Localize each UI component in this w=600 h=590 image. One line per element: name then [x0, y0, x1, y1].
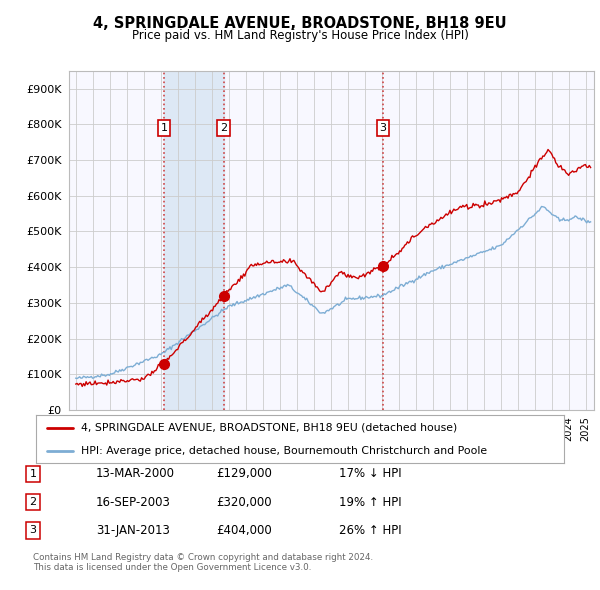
Text: Contains HM Land Registry data © Crown copyright and database right 2024.: Contains HM Land Registry data © Crown c…	[33, 553, 373, 562]
Text: £320,000: £320,000	[216, 496, 272, 509]
Text: HPI: Average price, detached house, Bournemouth Christchurch and Poole: HPI: Average price, detached house, Bour…	[81, 446, 487, 456]
Text: 16-SEP-2003: 16-SEP-2003	[96, 496, 171, 509]
Text: 3: 3	[379, 123, 386, 133]
Bar	[164, 71, 224, 410]
Text: 17% ↓ HPI: 17% ↓ HPI	[339, 467, 401, 480]
Text: 1: 1	[29, 469, 37, 478]
Text: 4, SPRINGDALE AVENUE, BROADSTONE, BH18 9EU (detached house): 4, SPRINGDALE AVENUE, BROADSTONE, BH18 9…	[81, 423, 457, 433]
Text: 31-JAN-2013: 31-JAN-2013	[96, 524, 170, 537]
Text: 1: 1	[161, 123, 167, 133]
Text: 26% ↑ HPI: 26% ↑ HPI	[339, 524, 401, 537]
Text: 19% ↑ HPI: 19% ↑ HPI	[339, 496, 401, 509]
Text: 2: 2	[220, 123, 227, 133]
Text: £404,000: £404,000	[216, 524, 272, 537]
Text: 3: 3	[29, 526, 37, 535]
Text: Price paid vs. HM Land Registry's House Price Index (HPI): Price paid vs. HM Land Registry's House …	[131, 29, 469, 42]
Text: This data is licensed under the Open Government Licence v3.0.: This data is licensed under the Open Gov…	[33, 563, 311, 572]
Text: 2: 2	[29, 497, 37, 507]
Text: 13-MAR-2000: 13-MAR-2000	[96, 467, 175, 480]
Text: 4, SPRINGDALE AVENUE, BROADSTONE, BH18 9EU: 4, SPRINGDALE AVENUE, BROADSTONE, BH18 9…	[93, 16, 507, 31]
Text: £129,000: £129,000	[216, 467, 272, 480]
